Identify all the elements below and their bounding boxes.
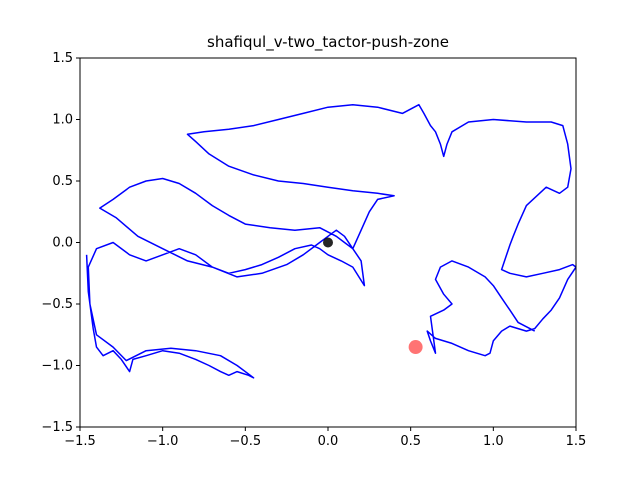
y-tick-label: −1.0 bbox=[41, 359, 73, 374]
y-tick-label: 0.0 bbox=[52, 236, 73, 251]
y-tick-label: 1.5 bbox=[52, 51, 73, 66]
start-point bbox=[323, 237, 333, 248]
y-axis-ticks: −1.5 −1.0 −0.5 0.0 0.5 1.0 1.5 bbox=[41, 51, 80, 435]
target-point bbox=[408, 340, 423, 355]
x-tick-label: −1.0 bbox=[147, 434, 179, 449]
x-tick-label: 0.0 bbox=[318, 434, 339, 449]
x-tick-label: 1.5 bbox=[566, 434, 587, 449]
x-tick-label: 1.0 bbox=[483, 434, 504, 449]
x-tick-label: −1.5 bbox=[64, 434, 96, 449]
x-axis-ticks: −1.5 −1.0 −0.5 0.0 0.5 1.0 1.5 bbox=[64, 427, 586, 449]
y-tick-label: 0.5 bbox=[52, 174, 73, 189]
trajectory-line bbox=[85, 103, 576, 379]
plot-area bbox=[85, 103, 576, 379]
x-tick-label: −0.5 bbox=[230, 434, 262, 449]
x-tick-label: 0.5 bbox=[400, 434, 421, 449]
axes-frame bbox=[79, 57, 577, 428]
markers bbox=[323, 237, 423, 355]
chart-title: shafiqul_v-two_tactor-push-zone bbox=[207, 33, 449, 51]
y-tick-label: 1.0 bbox=[52, 113, 73, 128]
y-tick-label: −0.5 bbox=[41, 297, 73, 312]
y-tick-label: −1.5 bbox=[41, 420, 73, 435]
